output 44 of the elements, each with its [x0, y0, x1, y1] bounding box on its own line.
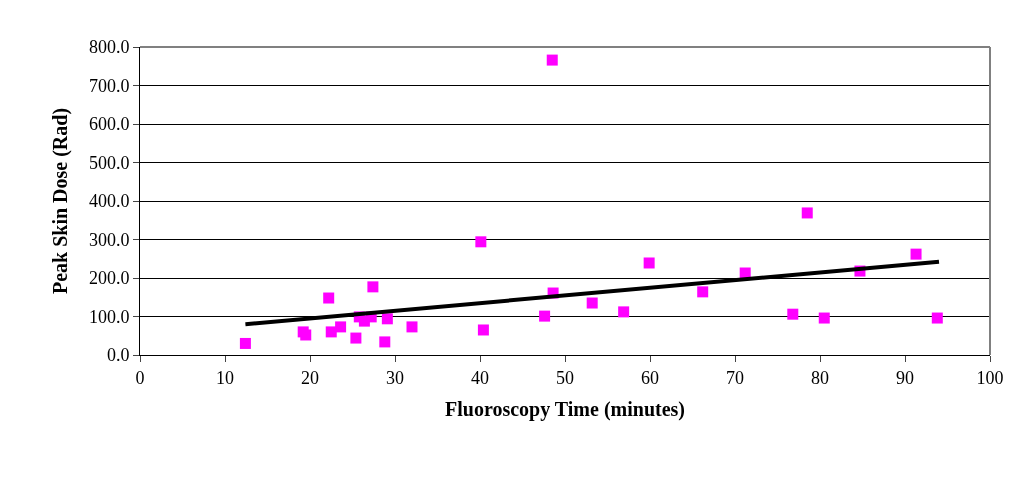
point [697, 286, 709, 298]
x-tick-label: 40 [471, 367, 489, 388]
x-tick-label: 10 [216, 367, 234, 388]
point [818, 312, 830, 324]
x-tick-label: 70 [726, 367, 744, 388]
point [787, 308, 799, 320]
point [475, 236, 487, 248]
point [539, 310, 551, 322]
y-tick-label: 500.0 [88, 152, 130, 173]
y-tick-label: 600.0 [88, 114, 130, 135]
x-tick-label: 30 [386, 367, 404, 388]
x-axis-title: Fluoroscopy Time (minutes) [444, 398, 686, 422]
x-tick-label: 50 [556, 367, 574, 388]
point [323, 292, 335, 304]
point [325, 326, 337, 338]
point [367, 281, 379, 293]
point [381, 313, 393, 325]
x-tick-label: 90 [896, 367, 914, 388]
point [379, 336, 391, 348]
point [910, 248, 922, 260]
point [643, 257, 655, 269]
y-tick-label: 0.0 [106, 345, 130, 366]
point [239, 337, 251, 349]
y-tick-label: 200.0 [88, 268, 130, 289]
x-tick-label: 60 [641, 367, 659, 388]
x-tick-label: 0 [135, 367, 145, 388]
point [801, 207, 813, 219]
point [546, 54, 558, 66]
point [477, 324, 489, 336]
point [335, 321, 347, 333]
x-tick-label: 80 [811, 367, 829, 388]
y-tick-label: 700.0 [88, 75, 130, 96]
point [406, 321, 418, 333]
point [618, 306, 630, 318]
point [586, 297, 598, 309]
y-tick-label: 800.0 [88, 37, 130, 58]
point [350, 332, 362, 344]
x-tick-label: 20 [301, 367, 319, 388]
point [931, 312, 943, 324]
y-axis-title: Peak Skin Dose (Rad) [49, 107, 73, 295]
x-tick-label: 100 [976, 367, 1004, 388]
y-tick-label: 400.0 [88, 191, 130, 212]
y-tick-label: 100.0 [88, 306, 130, 327]
y-tick-label: 300.0 [88, 229, 130, 250]
